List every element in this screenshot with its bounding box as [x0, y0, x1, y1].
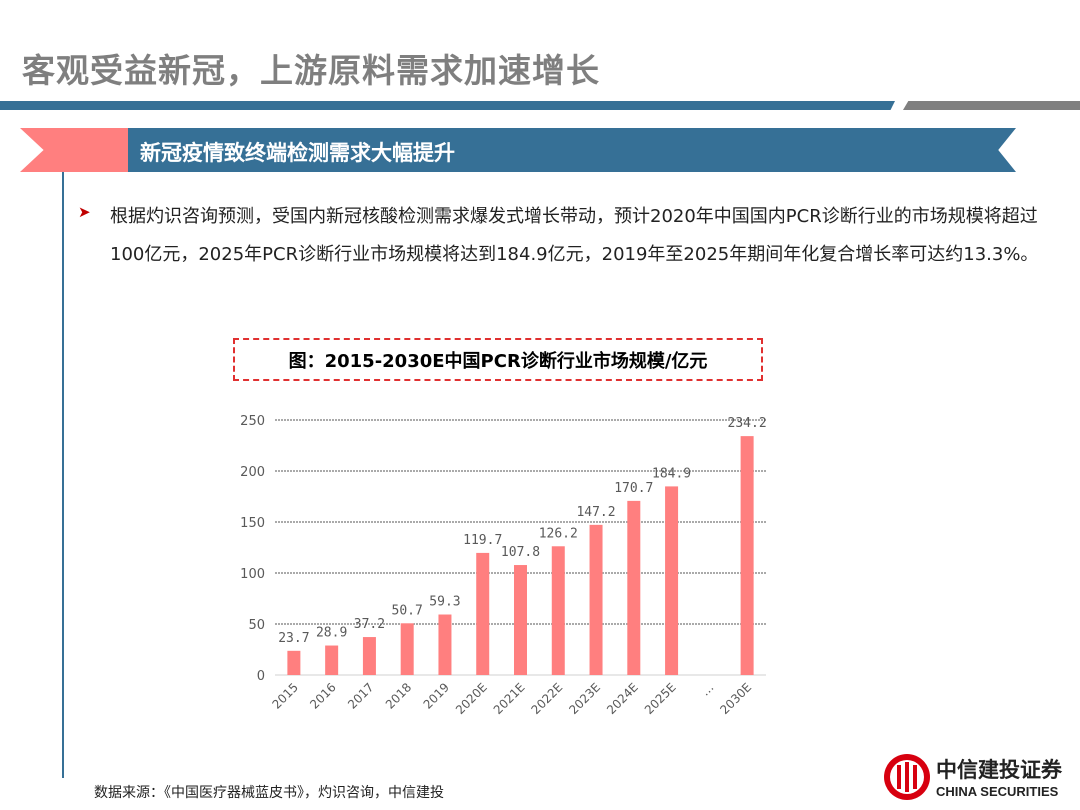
y-tick-label: 150 [240, 516, 265, 531]
y-tick-label: 50 [248, 618, 265, 633]
bar [627, 500, 641, 675]
x-tick-label: 2020E [453, 680, 490, 717]
bar [325, 645, 339, 675]
data-label: 23.7 [278, 631, 309, 646]
citic-logo-icon: 中信建投证券 CHINA SECURITIES [884, 754, 1063, 800]
data-label: 107.8 [501, 545, 540, 560]
bar [740, 436, 754, 675]
x-tick-label: 2024E [604, 680, 641, 717]
y-tick-label: 250 [240, 414, 265, 429]
bar [551, 546, 565, 675]
x-tick-label: 2021E [491, 680, 528, 717]
data-label: 126.2 [539, 526, 578, 541]
data-label: 119.7 [463, 533, 502, 548]
data-label: 59.3 [429, 595, 460, 610]
title-underline-blue [0, 101, 895, 110]
y-tick-label: 0 [257, 669, 265, 684]
vertical-divider [62, 172, 64, 778]
x-tick-label: 2019 [421, 680, 452, 711]
chart-title: 图：2015-2030E中国PCR诊断行业市场规模/亿元 [233, 338, 763, 381]
x-tick-label: 2025E [642, 680, 679, 717]
x-tick-label: 2022E [529, 680, 566, 717]
logo-en: CHINA SECURITIES [936, 784, 1059, 799]
data-label: 50.7 [392, 603, 423, 618]
x-tick-label: 2023E [566, 680, 603, 717]
x-tick-label: 2018 [383, 680, 414, 711]
bar [287, 650, 301, 675]
x-tick-label: 2017 [345, 680, 376, 711]
data-source: 数据来源：《中国医疗器械蓝皮书》，灼识咨询，中信建投 [94, 785, 444, 801]
logo-cn: 中信建投证券 [936, 757, 1063, 782]
bar [514, 565, 527, 675]
y-tick-label: 200 [240, 465, 265, 480]
bar [400, 623, 414, 675]
body-paragraph: 根据灼识咨询预测，受国内新冠核酸检测需求爆发式增长带动，预计2020年中国国内P… [110, 206, 1039, 265]
bar [589, 524, 603, 675]
bar [665, 486, 679, 675]
data-label: 28.9 [316, 626, 347, 641]
data-label: 170.7 [614, 481, 653, 496]
arrow-bullet-icon: ➤ [78, 203, 91, 221]
title-underline-gray [903, 101, 1080, 110]
section-heading: 新冠疫情致终端检测需求大幅提升 [140, 141, 455, 165]
x-tick-label: 2015 [270, 680, 301, 711]
company-logo: 中信建投证券 CHINA SECURITIES [880, 750, 1080, 805]
bar [438, 614, 452, 675]
y-tick-label: 100 [240, 567, 265, 582]
data-label: 37.2 [354, 617, 385, 632]
data-label: 234.2 [728, 416, 767, 431]
bar [362, 637, 376, 675]
x-tick-label: 2016 [307, 680, 338, 711]
data-label: 184.9 [652, 466, 691, 481]
x-tick-label: 2030E [717, 680, 754, 717]
data-label: 147.2 [576, 505, 615, 520]
section-banner [128, 128, 1016, 172]
bar [476, 552, 490, 675]
page-title: 客观受益新冠，上游原料需求加速增长 [22, 51, 600, 90]
x-tick-label: … [698, 680, 716, 698]
